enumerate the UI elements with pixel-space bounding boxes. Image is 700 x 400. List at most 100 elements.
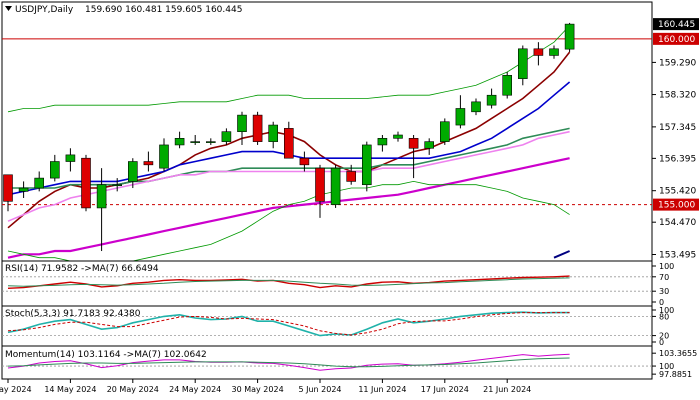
candle (3, 174, 13, 212)
level-price-0-label: 160.000 (658, 35, 695, 45)
ohlc-values: 159.690 160.481 159.605 160.445 (85, 5, 242, 15)
y-tick-label: 80 (659, 312, 669, 321)
rsi-axis: 100 70 30 0 (652, 262, 674, 307)
candle (159, 138, 169, 172)
y-tick-label: 103.3655 (659, 349, 697, 358)
candle-body (346, 171, 357, 182)
candle-body (190, 141, 200, 143)
candle-body (455, 108, 466, 126)
candle (393, 131, 403, 142)
candle (237, 111, 247, 145)
candle-body (424, 141, 435, 149)
candle (128, 158, 138, 189)
rsi-panel[interactable]: RSI(14) 71.9582 ->MA(7) 66.6494 (1, 260, 653, 307)
candle-body (315, 167, 325, 202)
y-tick-label: 20 (659, 332, 669, 341)
overlay-line-5 (7, 25, 570, 113)
candle-body (408, 138, 419, 149)
candle (486, 88, 497, 109)
candle (564, 22, 575, 52)
level-price-1-tag (653, 198, 699, 211)
candle-body (206, 141, 216, 143)
y-tick-label: 100 (659, 262, 674, 271)
stoch-label: Stoch(5,3,3) 91.7183 92.4380 (5, 309, 141, 319)
current-price-label: 160.445 (658, 20, 695, 30)
candle (315, 164, 325, 218)
collapse-arrow-icon[interactable] (5, 6, 12, 11)
indicator-line-1 (7, 357, 570, 368)
indicator-line-1 (7, 277, 570, 287)
candle (18, 181, 29, 198)
price-hlines (2, 38, 652, 206)
candle (439, 118, 450, 145)
x-tick-label: 30 May 2024 (232, 385, 284, 394)
candle (143, 151, 154, 172)
y-tick-label: 100 (659, 306, 674, 315)
candle-body (237, 114, 247, 132)
y-tick-label: 159.290 (659, 58, 696, 68)
candle-body (299, 157, 310, 166)
x-tick-label: 14 May 2024 (44, 385, 96, 394)
indicator-line-0 (7, 275, 570, 289)
candle (174, 131, 185, 149)
candle-body (564, 23, 575, 50)
rsi-label: RSI(14) 71.9582 ->MA(7) 66.6494 (5, 264, 159, 274)
candle (112, 178, 122, 192)
candle-body (502, 75, 513, 96)
price-panel[interactable]: USDJPY,Daily 159.690 160.481 159.605 160… (1, 1, 653, 269)
level-price-1-label: 155.000 (658, 201, 695, 211)
candle-body (361, 144, 372, 186)
candle-body (393, 134, 403, 139)
symbol-label: USDJPY,Daily (15, 5, 74, 15)
candle (49, 154, 60, 182)
time-axis[interactable]: 8 May 2024 14 May 2024 20 May 2024 24 May 2… (0, 379, 531, 394)
x-tick-label: 5 Jun 2024 (298, 385, 341, 394)
x-tick-label: 17 Jun 2024 (421, 385, 469, 394)
indicator-line-0 (7, 353, 570, 371)
y-tick-label: 70 (659, 273, 669, 282)
rsi-lines (7, 275, 570, 289)
stoch-panel[interactable]: Stoch(5,3,3) 91.7183 92.4380 (1, 305, 653, 347)
candle (96, 168, 107, 252)
y-tick-label: 155.420 (659, 187, 696, 197)
current-price-tag (653, 18, 699, 31)
candle (268, 121, 279, 149)
y-tick-label: 153.495 (659, 251, 696, 261)
level-price-0-tag (653, 32, 699, 45)
candle-body (49, 161, 60, 179)
price-header: USDJPY,Daily 159.690 160.481 159.605 160… (5, 5, 242, 15)
y-tick-label: 158.320 (659, 91, 696, 101)
candle (408, 135, 419, 179)
candle (377, 135, 388, 152)
candle-body (128, 161, 138, 182)
y-tick-label: 100 (659, 362, 674, 371)
candle-body (549, 48, 559, 56)
candles (3, 22, 575, 252)
y-tick-label: 30 (659, 287, 669, 296)
x-tick-label: 20 May 2024 (107, 385, 159, 394)
x-tick-label: 8 May 2024 (0, 385, 32, 394)
y-tick-label: 97.8851 (659, 370, 692, 379)
momentum-panel[interactable]: Momentum(14) 103.1164 ->MA(7) 102.0642 (1, 345, 653, 380)
candle (502, 72, 513, 99)
price-axis[interactable]: 159.290 158.320 157.345 156.395 155.420 154.4… (652, 18, 699, 261)
candle (330, 164, 341, 208)
candle-body (486, 94, 497, 106)
candle (81, 154, 91, 212)
x-tick-label: 11 Jun 2024 (358, 385, 406, 394)
candle (34, 171, 45, 192)
candle-body (81, 157, 91, 209)
candle-body (174, 138, 185, 146)
candle-body (18, 187, 29, 192)
candle-body (377, 138, 388, 146)
candle (283, 121, 294, 159)
candle (517, 45, 528, 86)
candle-body (96, 184, 107, 209)
candle (299, 151, 310, 172)
y-tick-label: 156.395 (659, 154, 696, 164)
price-panel-frame (1, 1, 653, 262)
candle (221, 128, 232, 145)
candle-body (330, 167, 341, 205)
